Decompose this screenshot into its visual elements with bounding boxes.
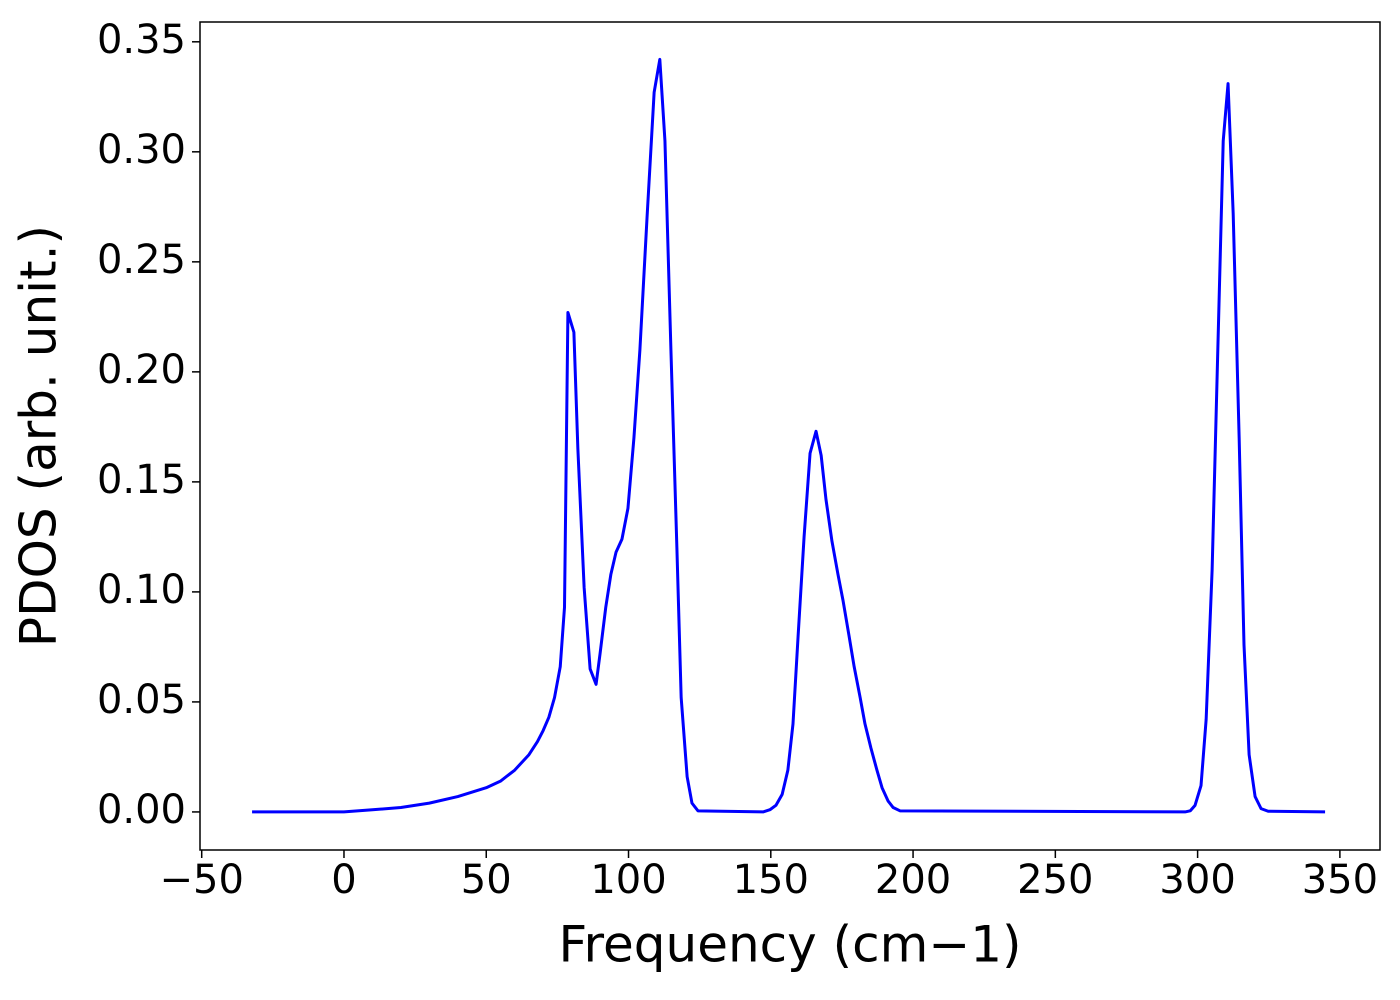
pdos-line [252,57,1326,814]
y-tick-label: 0.10 [97,567,186,613]
x-axis-label: Frequency (cm−1) [558,916,1021,974]
y-tick-label: 0.25 [97,237,186,283]
plot-frame [199,21,1381,851]
y-tick-label: 0.05 [97,677,186,723]
y-axis-label: PDOS (arb. unit.) [10,225,68,647]
x-tick-label: 0 [331,857,356,903]
y-tick-label: 0.00 [97,787,186,833]
y-tick-label: 0.20 [97,347,186,393]
x-tick-label: 50 [461,857,512,903]
x-tick-label: 200 [875,857,951,903]
x-tick-label: 100 [590,857,666,903]
x-tick-label: 150 [733,857,809,903]
y-tick-label: 0.15 [97,457,186,503]
y-tick-label: 0.35 [97,17,186,63]
x-tick-label: 350 [1302,857,1378,903]
x-tick-label: 300 [1159,857,1235,903]
x-tick-label: −50 [159,857,243,903]
x-tick-label: 250 [1017,857,1093,903]
y-tick-label: 0.30 [97,127,186,173]
